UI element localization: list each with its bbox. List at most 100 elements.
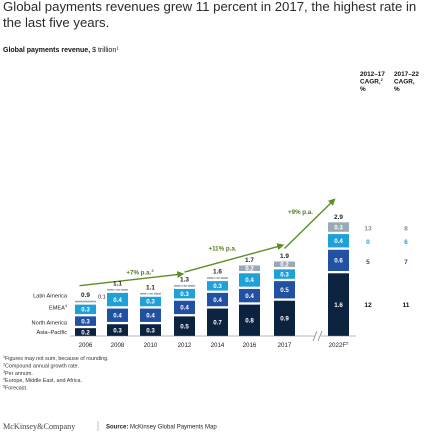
bar-segment-2006-0 (75, 328, 96, 336)
growth-label-2: +9% p.a. (288, 209, 313, 216)
bar-segment-2008-1 (107, 308, 128, 322)
bar-segment-2006-1 (75, 316, 96, 326)
total-label-2012: 1.3 (180, 277, 189, 284)
cagr-value-0-2: 0 (366, 239, 370, 246)
cagr-header-1-0: 2017–22 (394, 71, 419, 78)
bar-segment-2008-3 (107, 288, 128, 291)
bar-segment-2010-0 (140, 324, 161, 336)
bar-segment-2006-3 (75, 300, 96, 303)
growth-label-0: +7% p.a.3 (126, 268, 154, 277)
segment-label-2017-2: 0.3 (280, 271, 289, 278)
axis-break-mark (312, 330, 318, 342)
cagr-value-1-3: 8 (404, 226, 408, 233)
bar-segment-2014-3 (207, 277, 228, 279)
segment-label-2012-0: 0.5 (180, 323, 189, 330)
title-line-1: Global payments revenues grew 11 percent… (3, 0, 416, 14)
growth-arrow-2 (284, 198, 336, 250)
footnote-1: 1Figures may not sum, because of roundin… (3, 355, 109, 362)
bar-segment-2022F-1 (328, 249, 349, 271)
segment-label-2022F-2: 0.4 (334, 238, 343, 245)
bar-segment-2017-3 (274, 261, 295, 268)
segment-label-2014-2: 0.3 (213, 283, 222, 290)
segment-label-2017-3: 0.2 (280, 261, 289, 268)
bar-segment-2016-3 (239, 265, 260, 271)
total-label-2008: 1.1 (113, 280, 122, 287)
chart-subtitle: Global payments revenue, $ trillion1 (3, 46, 119, 55)
tick-label-2012: 2012 (178, 342, 192, 349)
segment-label-2006-1: 0.3 (81, 318, 90, 325)
bar-segment-2016-0 (239, 304, 260, 336)
tick-label-2016: 2016 (243, 342, 257, 349)
bar-segment-2010-1 (140, 308, 161, 322)
bar-segment-2016-1 (239, 288, 260, 303)
segment-label-2010-3: 0.1 (146, 291, 155, 298)
mckinsey-logo: McKinsey&Company (3, 422, 76, 431)
footnote-5: 5Forecast. (3, 385, 27, 392)
segment-label-2014-0: 0.7 (213, 319, 222, 326)
segment-label-2010-2: 0.3 (146, 299, 155, 306)
growth-arrow-1 (184, 243, 285, 273)
cagr-value-0-1: 5 (366, 259, 370, 266)
segment-label-2006-2: 0.3 (81, 307, 90, 314)
bar-segment-2014-1 (207, 292, 228, 307)
tick-label-2014: 2014 (211, 342, 225, 349)
cagr-value-1-2: 6 (404, 239, 408, 246)
bar-segment-2012-2 (174, 288, 195, 299)
segment-label-2008-1: 0.4 (113, 312, 122, 319)
bar-segment-2008-0 (107, 324, 128, 336)
series-label-0: Asia–Pacific (37, 330, 68, 336)
segment-label-2006-0: 0.2 (81, 329, 90, 336)
series-label-1: North America (32, 320, 68, 326)
chart-title: Global payments revenues grew 11 percent… (3, 0, 416, 30)
segment-label-2014-1: 0.4 (213, 297, 222, 304)
footnote-2: 2Compound annual growth rate. (3, 362, 79, 369)
total-label-2014: 1.6 (213, 269, 222, 276)
segment-label-2008-3: 0.1 (113, 287, 122, 294)
total-label-2016: 1.7 (245, 257, 254, 264)
segment-label-2016-3: 0.2 (245, 265, 254, 272)
bar-2014: 0.7 0.4 0.30.11.6 (207, 269, 228, 336)
segment-label-2022F-1: 0.6 (334, 258, 343, 265)
bar-segment-2022F-3 (328, 222, 349, 232)
series-label-2: EMEA4 (49, 304, 67, 311)
footnote-4: 4Europe, Middle East, and Africa. (3, 377, 82, 384)
cagr-header-0-2: % (360, 86, 366, 93)
cagr-value-1-1: 7 (404, 259, 408, 266)
bar-segment-2017-0 (274, 300, 295, 336)
side-label-2006: 0.1 (98, 295, 106, 301)
series-label-3: Latin America (33, 294, 68, 300)
x-axis: 2006 2008 2010 2012 2014 2016 2017 2022F5 (70, 330, 356, 350)
footer: McKinsey&Company Source: McKinsey Global… (3, 421, 217, 431)
growth-arrows: +7% p.a.3 +11% p.a. +9% p.a. (79, 198, 336, 287)
source-note: Source: McKinsey Global Payments Map (106, 425, 217, 431)
bar-2006: 0.2 0.3 0.3 0.9 (75, 292, 96, 336)
tick-label-2022F: 2022F5 (329, 341, 350, 350)
tick-label-2017: 2017 (278, 342, 292, 349)
tick-label-2010: 2010 (144, 342, 158, 349)
bar-segment-2008-2 (107, 292, 128, 307)
title-line-2: the last five years. (3, 15, 109, 30)
cagr-value-1-0: 11 (403, 302, 410, 309)
tick-label-2008: 2008 (111, 342, 125, 349)
cagr-values: 12 5 0 13 11 7 6 8 (364, 226, 409, 309)
segment-label-2010-1: 0.4 (146, 312, 155, 319)
segment-label-2008-0: 0.3 (113, 327, 122, 334)
bar-segment-2010-2 (140, 296, 161, 307)
total-label-2006: 0.9 (81, 292, 90, 299)
segment-label-2012-3: 0.1 (180, 283, 189, 290)
bar-2016: 0.8 0.4 0.4 0.21.7 (239, 257, 260, 336)
bar-segment-2012-3 (174, 285, 195, 287)
cagr-value-0-0: 12 (364, 302, 372, 309)
bar-segment-2017-2 (274, 269, 295, 279)
bar-2022F: 1.6 0.6 0.4 0.3 2.9 (328, 214, 349, 336)
segment-label-2014-3: 0.1 (213, 275, 222, 282)
footnotes: 1Figures may not sum, because of roundin… (3, 355, 109, 392)
bar-2010: 0.30.40.30.11.1 (140, 284, 161, 336)
bar-2012: 0.5 0.4 0.30.11.3 (174, 277, 195, 336)
segment-label-2022F-0: 1.6 (334, 302, 343, 309)
growth-label-1: +11% p.a. (208, 245, 236, 252)
bar-segment-2012-0 (174, 316, 195, 336)
cagr-header-1-2: % (394, 86, 400, 93)
